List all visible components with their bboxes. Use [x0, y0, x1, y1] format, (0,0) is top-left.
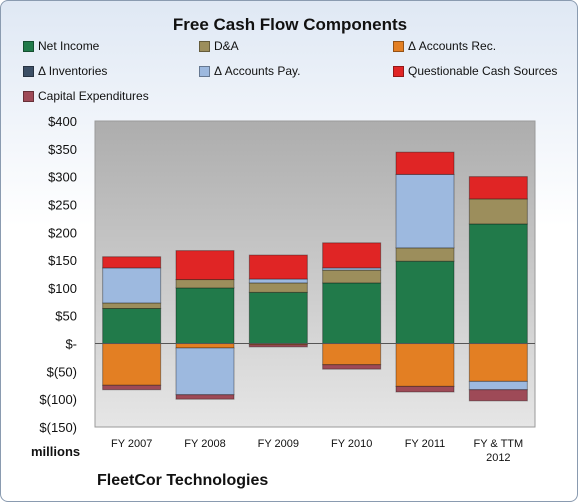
legend-item: Questionable Cash Sources: [393, 64, 557, 78]
legend-swatch: [23, 91, 34, 103]
bar-segment: [322, 343, 382, 366]
legend-label: Δ Inventories: [38, 64, 108, 78]
bar-segment: [322, 282, 382, 345]
bar-segment: [468, 198, 528, 225]
bar-segment: [175, 250, 235, 281]
legend-item: Capital Expenditures: [23, 89, 149, 103]
legend-item: D&A: [199, 39, 239, 53]
category-label: FY 2008: [184, 438, 225, 450]
legend-label: Δ Accounts Rec.: [408, 39, 497, 53]
company-name: FleetCor Technologies: [97, 472, 269, 489]
legend-label: Capital Expenditures: [38, 89, 149, 103]
legend-swatch: [23, 66, 34, 78]
bar-segment: [468, 389, 528, 402]
y-tick-label: $(50): [47, 364, 77, 379]
bar-segment: [102, 343, 162, 386]
bar-segment: [322, 242, 382, 269]
bar-segment: [102, 302, 162, 309]
legend-label: Questionable Cash Sources: [408, 64, 558, 78]
legend-item: Δ Accounts Rec.: [393, 39, 496, 53]
legend-label: D&A: [214, 39, 239, 53]
y-tick-label: $150: [48, 253, 77, 268]
bar-segment: [175, 394, 235, 400]
y-tick-label: $200: [48, 225, 77, 240]
y-tick-label: $350: [48, 142, 77, 157]
legend-swatch: [199, 66, 210, 78]
bar-segment: [102, 384, 162, 391]
category-label: FY & TTM: [473, 438, 523, 450]
bar-segment: [395, 343, 455, 387]
legend-label: Δ Accounts Pay.: [214, 64, 301, 78]
bar-segment: [395, 151, 455, 175]
bar-segment: [248, 291, 308, 345]
y-tick-label: $100: [48, 281, 77, 296]
legend-swatch: [393, 41, 404, 53]
bar-segment: [102, 267, 162, 304]
plot-background: [94, 120, 536, 428]
bar-segment: [102, 256, 162, 269]
bar-segment: [248, 282, 308, 293]
category-label: FY 2010: [331, 438, 372, 450]
bar-segment: [468, 176, 528, 200]
category-label: FY 2009: [258, 438, 299, 450]
bar-segment: [175, 343, 235, 349]
legend-item: Δ Accounts Pay.: [199, 64, 301, 78]
bar-segment: [322, 269, 382, 284]
bar-segment: [395, 173, 455, 249]
bar-segment: [175, 347, 235, 396]
legend-item: Δ Inventories: [23, 64, 107, 78]
y-tick-label: $300: [48, 170, 77, 185]
y-tick-label: $400: [48, 114, 77, 129]
bar-segment: [248, 278, 308, 284]
y-tick-label: $(100): [39, 392, 77, 407]
bar-segment: [322, 364, 382, 370]
bar-segment: [248, 344, 308, 348]
bar-segment: [468, 343, 528, 382]
legend-swatch: [199, 41, 210, 53]
bar-segment: [468, 223, 528, 345]
legend-swatch: [393, 66, 404, 78]
bar-segment: [175, 287, 235, 345]
bar-segment: [395, 385, 455, 393]
bar-segment: [395, 247, 455, 262]
bar-segment: [102, 307, 162, 345]
bar-segment: [248, 254, 308, 280]
category-label: FY 2011: [405, 438, 446, 450]
bar-segment: [395, 260, 455, 345]
legend-item: Net Income: [23, 39, 99, 53]
y-tick-label: $(150): [39, 420, 77, 435]
legend-swatch: [23, 41, 34, 53]
y-tick-label: $-: [65, 337, 77, 352]
legend-label: Net Income: [38, 39, 100, 53]
units-label: millions: [31, 444, 81, 459]
bar-segment: [175, 279, 235, 289]
category-label: FY 2007: [111, 438, 152, 450]
category-label: 2012: [486, 452, 510, 464]
bar-segment: [468, 380, 528, 391]
y-tick-label: $250: [48, 197, 77, 212]
y-tick-label: $50: [55, 309, 77, 324]
chart-title: Free Cash Flow Components: [172, 15, 408, 34]
